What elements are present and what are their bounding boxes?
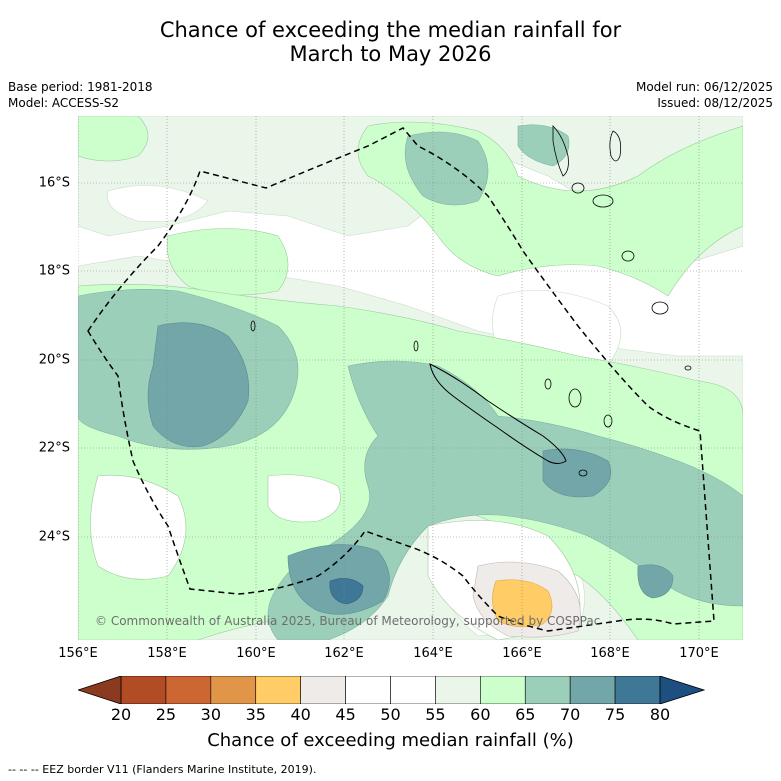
colorbar-segment [300, 676, 346, 704]
eez-border [87, 127, 715, 632]
colorbar-segment [569, 676, 616, 704]
map-title: Chance of exceeding the median rainfall … [0, 18, 781, 66]
colorbar-tick-label: 20 [110, 705, 132, 724]
lon-label-156: 156°E [58, 646, 98, 661]
colorbar-tick-label: 75 [604, 705, 626, 724]
lat-label-16: 16°S [38, 175, 70, 191]
colorbar-segment [524, 676, 571, 704]
colorbar [78, 676, 705, 704]
colorbar-segment [614, 676, 661, 704]
colorbar-high-extend [659, 676, 705, 704]
eez-legend: -- -- -- EEZ border V11 (Flanders Marine… [8, 763, 317, 776]
lat-label-20: 20°S [38, 352, 70, 368]
meta-right: Model run: 06/12/2025 Issued: 08/12/2025 [636, 79, 773, 111]
rainfall-map [78, 116, 743, 640]
lon-label-162: 162°E [324, 646, 364, 661]
colorbar-segment [120, 676, 167, 704]
colorbar-segment [480, 676, 526, 704]
contour-35-40 [492, 579, 553, 628]
lon-label-164: 164°E [413, 646, 453, 661]
lon-label-166: 166°E [502, 646, 542, 661]
colorbar-tick-label: 80 [649, 705, 671, 724]
lon-label-158: 158°E [147, 646, 187, 661]
colorbar-tick-label: 65 [515, 705, 536, 724]
colorbar-segment [210, 676, 257, 704]
colorbar-segment [345, 676, 391, 704]
new-caledonia-grande-terre [429, 363, 567, 464]
lat-label-22: 22°S [38, 440, 70, 456]
graticule [78, 116, 743, 640]
lon-label-160: 160°E [236, 646, 276, 661]
issued-date: Issued: 08/12/2025 [657, 96, 773, 110]
contour-75-80 [329, 578, 364, 605]
colorbar-tick-label: 30 [200, 705, 222, 724]
title-line-1: Chance of exceeding the median rainfall … [159, 18, 622, 42]
lat-label-24: 24°S [38, 529, 70, 545]
colorbar-segment [390, 676, 436, 704]
colorbar-low-extend [78, 676, 122, 704]
colorbar-tick-label: 40 [290, 705, 311, 724]
colorbar-tick-label: 45 [335, 705, 356, 724]
colorbar-segment [255, 676, 301, 704]
islands [250, 125, 692, 477]
colorbar-tick-label: 25 [155, 705, 177, 724]
lon-label-168: 168°E [590, 646, 630, 661]
meta-left: Base period: 1981-2018 Model: ACCESS-S2 [8, 79, 153, 111]
colorbar-segments [120, 676, 661, 704]
colorbar-segment [435, 676, 481, 704]
colorbar-tick-label: 70 [559, 705, 581, 724]
lat-label-18: 18°S [38, 263, 70, 279]
colorbar-tick-label: 50 [380, 705, 401, 724]
base-period: Base period: 1981-2018 [8, 80, 153, 94]
colorbar-tick-label: 55 [425, 705, 446, 724]
model-run: Model run: 06/12/2025 [635, 80, 773, 94]
copyright-notice: © Commonwealth of Australia 2025, Bureau… [95, 614, 601, 628]
model-name: Model: ACCESS-S2 [8, 96, 120, 110]
colorbar-tick-label: 60 [470, 705, 491, 724]
colorbar-segment [165, 676, 212, 704]
title-line-2: March to May 2026 [289, 42, 492, 66]
colorbar-tick-label: 35 [245, 705, 266, 724]
colorbar-title: Chance of exceeding median rainfall (%) [207, 730, 574, 751]
lon-label-170: 170°E [679, 646, 719, 661]
